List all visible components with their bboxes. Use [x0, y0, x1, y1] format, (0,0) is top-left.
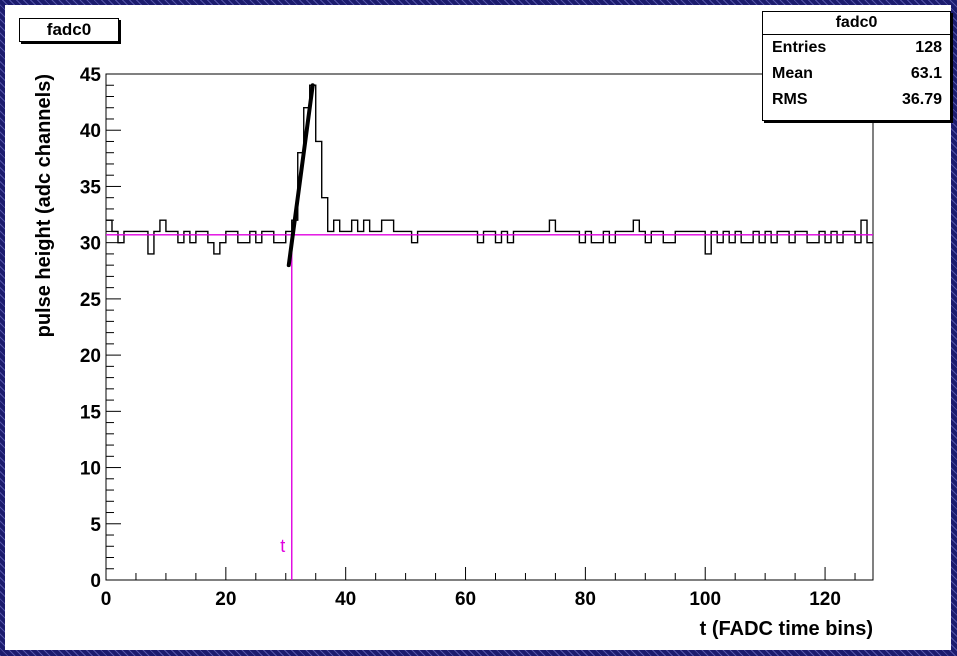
x-tick-label: 100: [689, 589, 721, 610]
y-tick-label: 40: [80, 121, 101, 142]
x-tick-label: 0: [101, 589, 112, 610]
y-tick-label: 20: [80, 346, 101, 367]
y-tick-label: 5: [90, 515, 101, 536]
stats-label: Entries: [772, 39, 827, 56]
stats-row-rms: RMS 36.79: [763, 87, 950, 113]
histogram-plot: 0 20 40 60 80 100 120 0 5 10 15 20 25 30 35 40 45 t (FADC…: [33, 65, 874, 640]
stats-row-entries: Entries 128: [763, 35, 950, 61]
plot-canvas: 0 20 40 60 80 100 120 0 5 10 15 20 25 30 35 40 45 t (FADC…: [5, 5, 951, 650]
x-tick-label: 20: [215, 589, 236, 610]
histogram-series: [106, 84, 873, 255]
stats-box: fadc0 Entries 128 Mean 63.1 RMS 36.79: [762, 11, 951, 121]
plot-frame: [105, 73, 874, 581]
x-tick-label: 120: [809, 589, 841, 610]
y-tick-label: 45: [80, 65, 102, 86]
x-axis-label: t (FADC time bins): [700, 618, 873, 640]
y-tick-label: 15: [80, 402, 102, 423]
y-tick-label: 35: [80, 177, 102, 198]
x-tick-label: 80: [575, 589, 596, 610]
y-axis-label: pulse height (adc channels): [33, 74, 55, 337]
time-marker-label: t: [280, 536, 285, 556]
rising-edge-fit-line: [286, 83, 315, 268]
y-tick-label: 0: [90, 571, 101, 592]
y-tick-label: 30: [80, 234, 101, 255]
stats-value: 128: [915, 39, 942, 56]
stats-label: Mean: [772, 65, 813, 82]
y-tick-label: 10: [80, 459, 101, 480]
stats-label: RMS: [772, 91, 808, 108]
stats-value: 36.79: [901, 91, 942, 108]
y-tick-label: 25: [80, 290, 102, 311]
stats-title: fadc0: [763, 12, 950, 35]
x-tick-label: 40: [335, 589, 356, 610]
stats-row-mean: Mean 63.1: [763, 61, 950, 87]
histogram-title: fadc0: [19, 18, 119, 42]
x-tick-label: 60: [455, 589, 476, 610]
stats-value: 63.1: [910, 65, 942, 82]
